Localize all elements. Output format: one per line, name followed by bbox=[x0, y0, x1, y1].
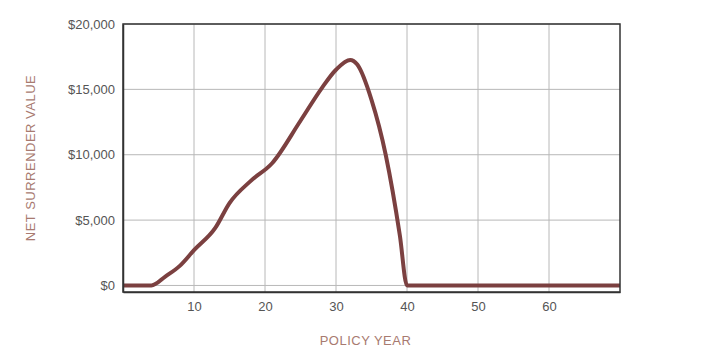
grid-line-x bbox=[549, 24, 550, 292]
x-tick-label: 60 bbox=[542, 299, 556, 314]
grid bbox=[123, 24, 620, 292]
grid-line-x bbox=[478, 24, 479, 292]
x-axis: 10 20 30 40 50 60 bbox=[124, 292, 621, 314]
x-tick: 60 bbox=[542, 292, 556, 314]
y-tick-label: $5,000 bbox=[75, 213, 115, 228]
y-tick-label: $0 bbox=[101, 278, 115, 293]
plot-frame bbox=[123, 24, 620, 292]
x-tick: 20 bbox=[258, 292, 272, 314]
x-tick-label: 10 bbox=[187, 299, 201, 314]
grid-line-x bbox=[265, 24, 266, 292]
y-tick: $10,000 bbox=[68, 147, 123, 162]
x-tick-label: 30 bbox=[329, 299, 343, 314]
x-tick-label: 40 bbox=[400, 299, 414, 314]
y-tick: $0 bbox=[101, 278, 123, 293]
y-axis: $0 $5,000 $10,000 $15,000 $20,000 bbox=[68, 17, 124, 293]
y-tick: $20,000 bbox=[68, 17, 123, 32]
data-line bbox=[123, 60, 620, 286]
plot: 10 20 30 40 50 60 $0 $5,000 $10,000 $15,000 $20,00… bbox=[68, 17, 621, 315]
x-tick-label: 50 bbox=[471, 299, 485, 314]
grid-line-y bbox=[123, 89, 620, 90]
grid-line-y bbox=[123, 220, 620, 221]
grid-line-x bbox=[336, 24, 337, 292]
y-axis-title: NET SURRENDER VALUE bbox=[23, 75, 38, 242]
x-axis-title: POLICY YEAR bbox=[320, 333, 412, 348]
grid-line-y bbox=[123, 154, 620, 155]
y-tick: $15,000 bbox=[68, 82, 123, 97]
x-tick-label: 20 bbox=[258, 299, 272, 314]
y-tick-label: $20,000 bbox=[68, 17, 115, 32]
x-tick: 50 bbox=[471, 292, 485, 314]
x-tick: 30 bbox=[329, 292, 343, 314]
y-tick-label: $10,000 bbox=[68, 147, 115, 162]
y-tick: $5,000 bbox=[75, 213, 123, 228]
y-tick-label: $15,000 bbox=[68, 82, 115, 97]
chart: 10 20 30 40 50 60 $0 $5,000 $10,000 $15,000 $20,00… bbox=[0, 0, 715, 357]
marks bbox=[123, 60, 620, 286]
x-tick: 10 bbox=[187, 292, 201, 314]
x-tick: 40 bbox=[400, 292, 414, 314]
grid-line-x bbox=[407, 24, 408, 292]
